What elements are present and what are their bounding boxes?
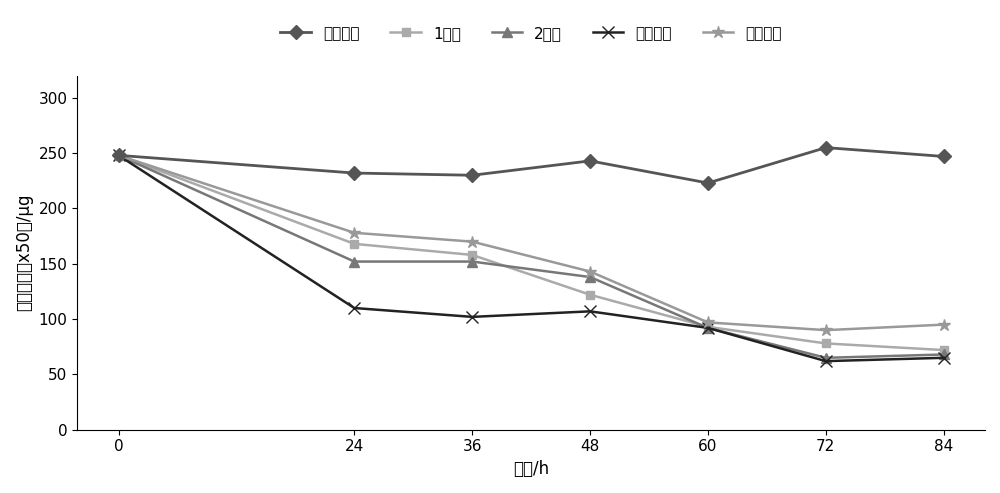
大肠杆菌 [466,239,478,245]
1号菌 [466,252,478,258]
硝化细菌 [348,305,360,311]
空白对照 [584,158,596,164]
空白对照 [466,173,478,178]
硝化细菌 [584,309,596,315]
空白对照 [702,180,714,186]
硝化细菌 [938,355,950,361]
大肠杆菌 [348,230,360,236]
空白对照 [113,152,125,158]
1号菌 [938,347,950,353]
1号菌 [113,152,125,158]
1号菌 [702,324,714,330]
1号菌 [584,292,596,298]
硝化细菌 [113,152,125,158]
2号菌 [348,259,360,265]
硝化细菌 [466,314,478,320]
2号菌 [702,325,714,331]
Legend: 空白对照, 1号菌, 2号菌, 硝化细菌, 大肠杆菌: 空白对照, 1号菌, 2号菌, 硝化细菌, 大肠杆菌 [274,20,788,47]
Line: 硝化细菌: 硝化细菌 [113,150,949,367]
Line: 空白对照: 空白对照 [114,143,949,188]
大肠杆菌 [820,327,832,333]
X-axis label: 时间/h: 时间/h [513,460,549,478]
2号菌 [466,259,478,265]
空白对照 [938,153,950,159]
1号菌 [348,241,360,247]
Line: 1号菌: 1号菌 [114,151,948,354]
大肠杆菌 [938,321,950,327]
硝化细菌 [820,358,832,364]
1号菌 [820,341,832,347]
2号菌 [820,355,832,361]
Y-axis label: 氨氮含量（x50）/μg: 氨氮含量（x50）/μg [15,194,33,312]
2号菌 [113,152,125,158]
2号菌 [584,274,596,280]
大肠杆菌 [584,269,596,275]
Line: 2号菌: 2号菌 [114,150,949,363]
硝化细菌 [702,325,714,331]
空白对照 [348,170,360,176]
大肠杆菌 [702,319,714,325]
空白对照 [820,144,832,150]
2号菌 [938,352,950,357]
Line: 大肠杆菌: 大肠杆菌 [112,149,950,336]
大肠杆菌 [113,152,125,158]
